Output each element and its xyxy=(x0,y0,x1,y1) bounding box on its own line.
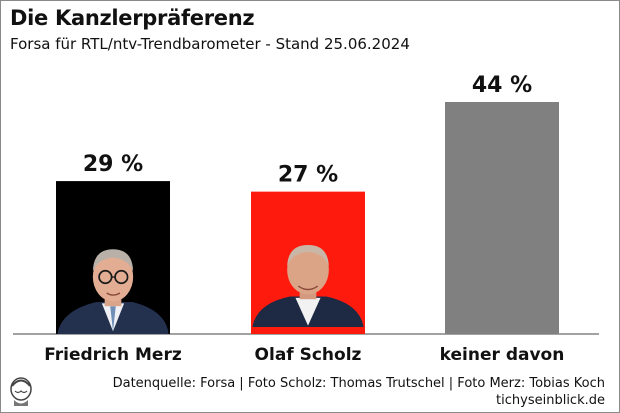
value-label-olaf-scholz: 27 % xyxy=(278,163,338,188)
site-name: tichyseinblick.de xyxy=(496,393,605,408)
source-credit: Datenquelle: Forsa | Foto Scholz: Thomas… xyxy=(112,376,605,391)
tichy-logo-icon xyxy=(10,377,32,406)
category-label-olaf-scholz: Olaf Scholz xyxy=(255,345,362,365)
bar-keiner-davon xyxy=(445,102,559,334)
footer: Datenquelle: Forsa | Foto Scholz: Thomas… xyxy=(113,375,605,409)
value-label-keiner-davon: 44 % xyxy=(472,73,532,98)
value-label-friedrich-merz: 29 % xyxy=(83,152,143,177)
chart-subtitle: Forsa für RTL/ntv-Trendbarometer - Stand… xyxy=(10,35,410,53)
chart-title: Die Kanzlerpräferenz xyxy=(10,6,255,30)
category-label-friedrich-merz: Friedrich Merz xyxy=(44,345,182,365)
category-label-keiner-davon: keiner davon xyxy=(440,345,565,365)
